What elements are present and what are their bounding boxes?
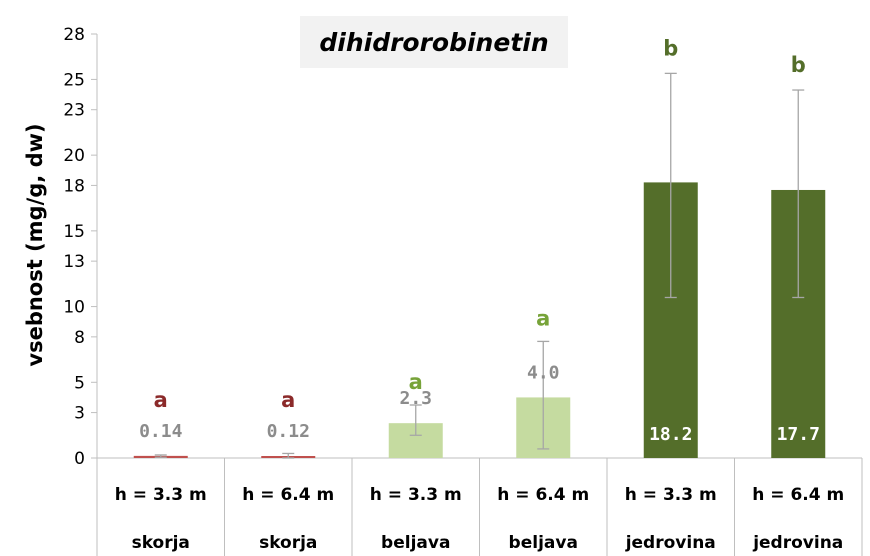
y-tick-label: 13 xyxy=(63,252,85,272)
data-label: 0.14 xyxy=(139,421,183,442)
data-label: 17.7 xyxy=(777,424,820,445)
significance-letter: b xyxy=(663,36,678,60)
labels: 0.14 a h = 3.3 m skorja 0.12 a h = 6.4 m skorja… xyxy=(115,36,844,553)
significance-letter: a xyxy=(281,388,295,412)
y-tick-label: 0 xyxy=(74,449,85,469)
y-tick-label: 18 xyxy=(63,176,85,196)
category-tissue-label: jedrovina xyxy=(625,533,716,553)
y-tick-label: 8 xyxy=(74,328,85,348)
y-tick-label: 3 xyxy=(74,404,85,424)
category-height-label: h = 3.3 m xyxy=(115,485,207,505)
chart-title: dihidrorobinetin xyxy=(319,28,548,57)
category-tissue-label: skorja xyxy=(259,533,317,553)
significance-letter: a xyxy=(409,370,423,394)
category-height-label: h = 3.3 m xyxy=(370,485,462,505)
category-tissue-label: beljava xyxy=(381,533,450,553)
category-height-label: h = 3.3 m xyxy=(625,485,717,505)
y-tick-label: 5 xyxy=(74,373,85,393)
y-tick-label: 20 xyxy=(63,146,85,166)
significance-letter: a xyxy=(154,388,168,412)
category-height-label: h = 6.4 m xyxy=(497,485,589,505)
category-height-label: h = 6.4 m xyxy=(752,485,844,505)
category-height-label: h = 6.4 m xyxy=(242,485,334,505)
y-axis-label: vsebnost (mg/g, dw) xyxy=(23,123,47,366)
y-tick-label: 28 xyxy=(63,25,85,45)
category-tissue-label: jedrovina xyxy=(752,533,843,553)
bars xyxy=(133,72,826,459)
y-tick-label: 25 xyxy=(63,70,85,90)
data-label: 18.2 xyxy=(649,424,692,445)
y-tick-label: 15 xyxy=(63,222,85,242)
category-tissue-label: beljava xyxy=(509,533,578,553)
title-background xyxy=(300,16,568,68)
category-tissue-label: skorja xyxy=(132,533,190,553)
data-label: 0.12 xyxy=(267,421,310,442)
y-tick-label: 10 xyxy=(63,298,85,318)
data-label: 4.0 xyxy=(527,362,560,383)
data-label: 2.3 xyxy=(399,388,432,409)
significance-letter: a xyxy=(536,306,550,330)
significance-letter: b xyxy=(791,53,806,77)
y-tick-label: 23 xyxy=(63,101,85,121)
axes: 0 3 5 8 10 13 15 18 20 23 25 28 xyxy=(63,25,863,556)
